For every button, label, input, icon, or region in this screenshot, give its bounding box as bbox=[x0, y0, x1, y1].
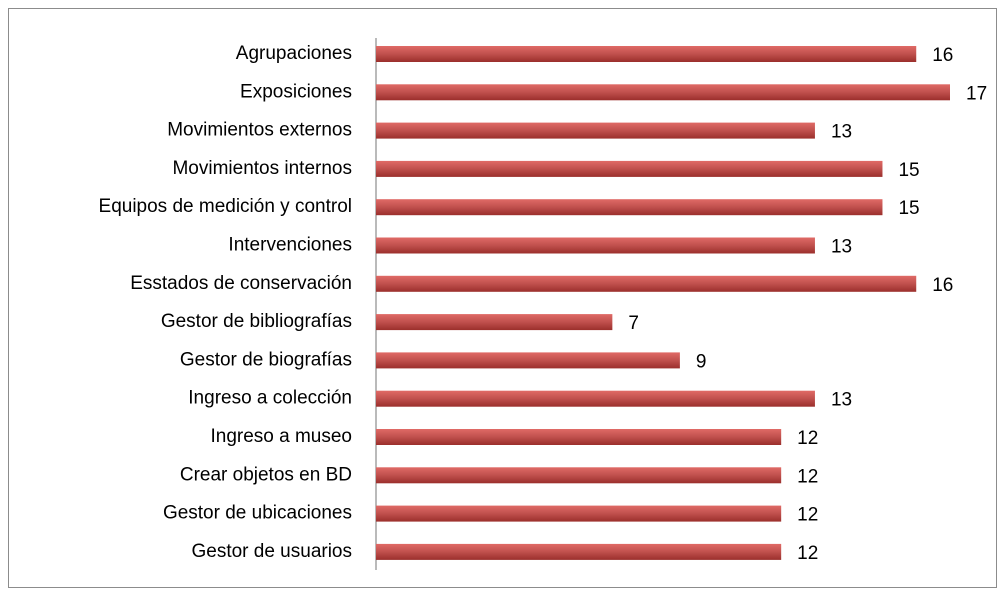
bar bbox=[376, 275, 917, 292]
bar bbox=[376, 84, 950, 101]
value-label: 13 bbox=[831, 122, 852, 143]
category-label: Esstados de conservación bbox=[130, 273, 352, 294]
value-label: 16 bbox=[932, 45, 953, 66]
category-label: Gestor de biografías bbox=[180, 349, 352, 370]
category-label: Gestor de bibliografías bbox=[161, 311, 352, 332]
bar bbox=[376, 429, 782, 445]
bar bbox=[376, 237, 815, 254]
value-label: 17 bbox=[966, 83, 987, 104]
bar bbox=[376, 505, 782, 522]
value-label: 12 bbox=[797, 505, 818, 526]
bar bbox=[376, 467, 782, 484]
bar bbox=[376, 160, 883, 177]
value-label: 9 bbox=[696, 351, 707, 372]
value-label: 13 bbox=[831, 390, 852, 411]
category-label: Exposiciones bbox=[240, 81, 352, 102]
chart-border bbox=[8, 8, 997, 588]
value-label: 12 bbox=[797, 543, 818, 564]
category-label: Gestor de ubicaciones bbox=[163, 503, 352, 524]
value-label: 7 bbox=[628, 313, 639, 334]
bar bbox=[376, 199, 883, 216]
bar bbox=[376, 122, 815, 139]
value-label: 15 bbox=[898, 198, 919, 219]
category-label: Equipos de medición y control bbox=[99, 196, 352, 217]
category-label: Intervenciones bbox=[228, 235, 352, 256]
value-label: 12 bbox=[797, 428, 818, 449]
category-label: Crear objetos en BD bbox=[180, 464, 352, 485]
value-label: 13 bbox=[831, 237, 852, 258]
bar bbox=[376, 314, 613, 331]
category-label: Ingreso a museo bbox=[210, 426, 352, 447]
bar bbox=[376, 390, 815, 407]
category-label: Gestor de usuarios bbox=[191, 541, 352, 562]
bar bbox=[376, 352, 680, 369]
value-label: 16 bbox=[932, 275, 953, 296]
bar bbox=[376, 543, 782, 560]
category-label: Agrupaciones bbox=[236, 43, 352, 64]
bar bbox=[376, 46, 917, 62]
category-label: Movimientos externos bbox=[167, 120, 352, 141]
category-label: Movimientos internos bbox=[172, 158, 352, 179]
value-label: 12 bbox=[797, 466, 818, 487]
category-label: Ingreso a colección bbox=[188, 388, 352, 409]
value-label: 15 bbox=[898, 160, 919, 181]
